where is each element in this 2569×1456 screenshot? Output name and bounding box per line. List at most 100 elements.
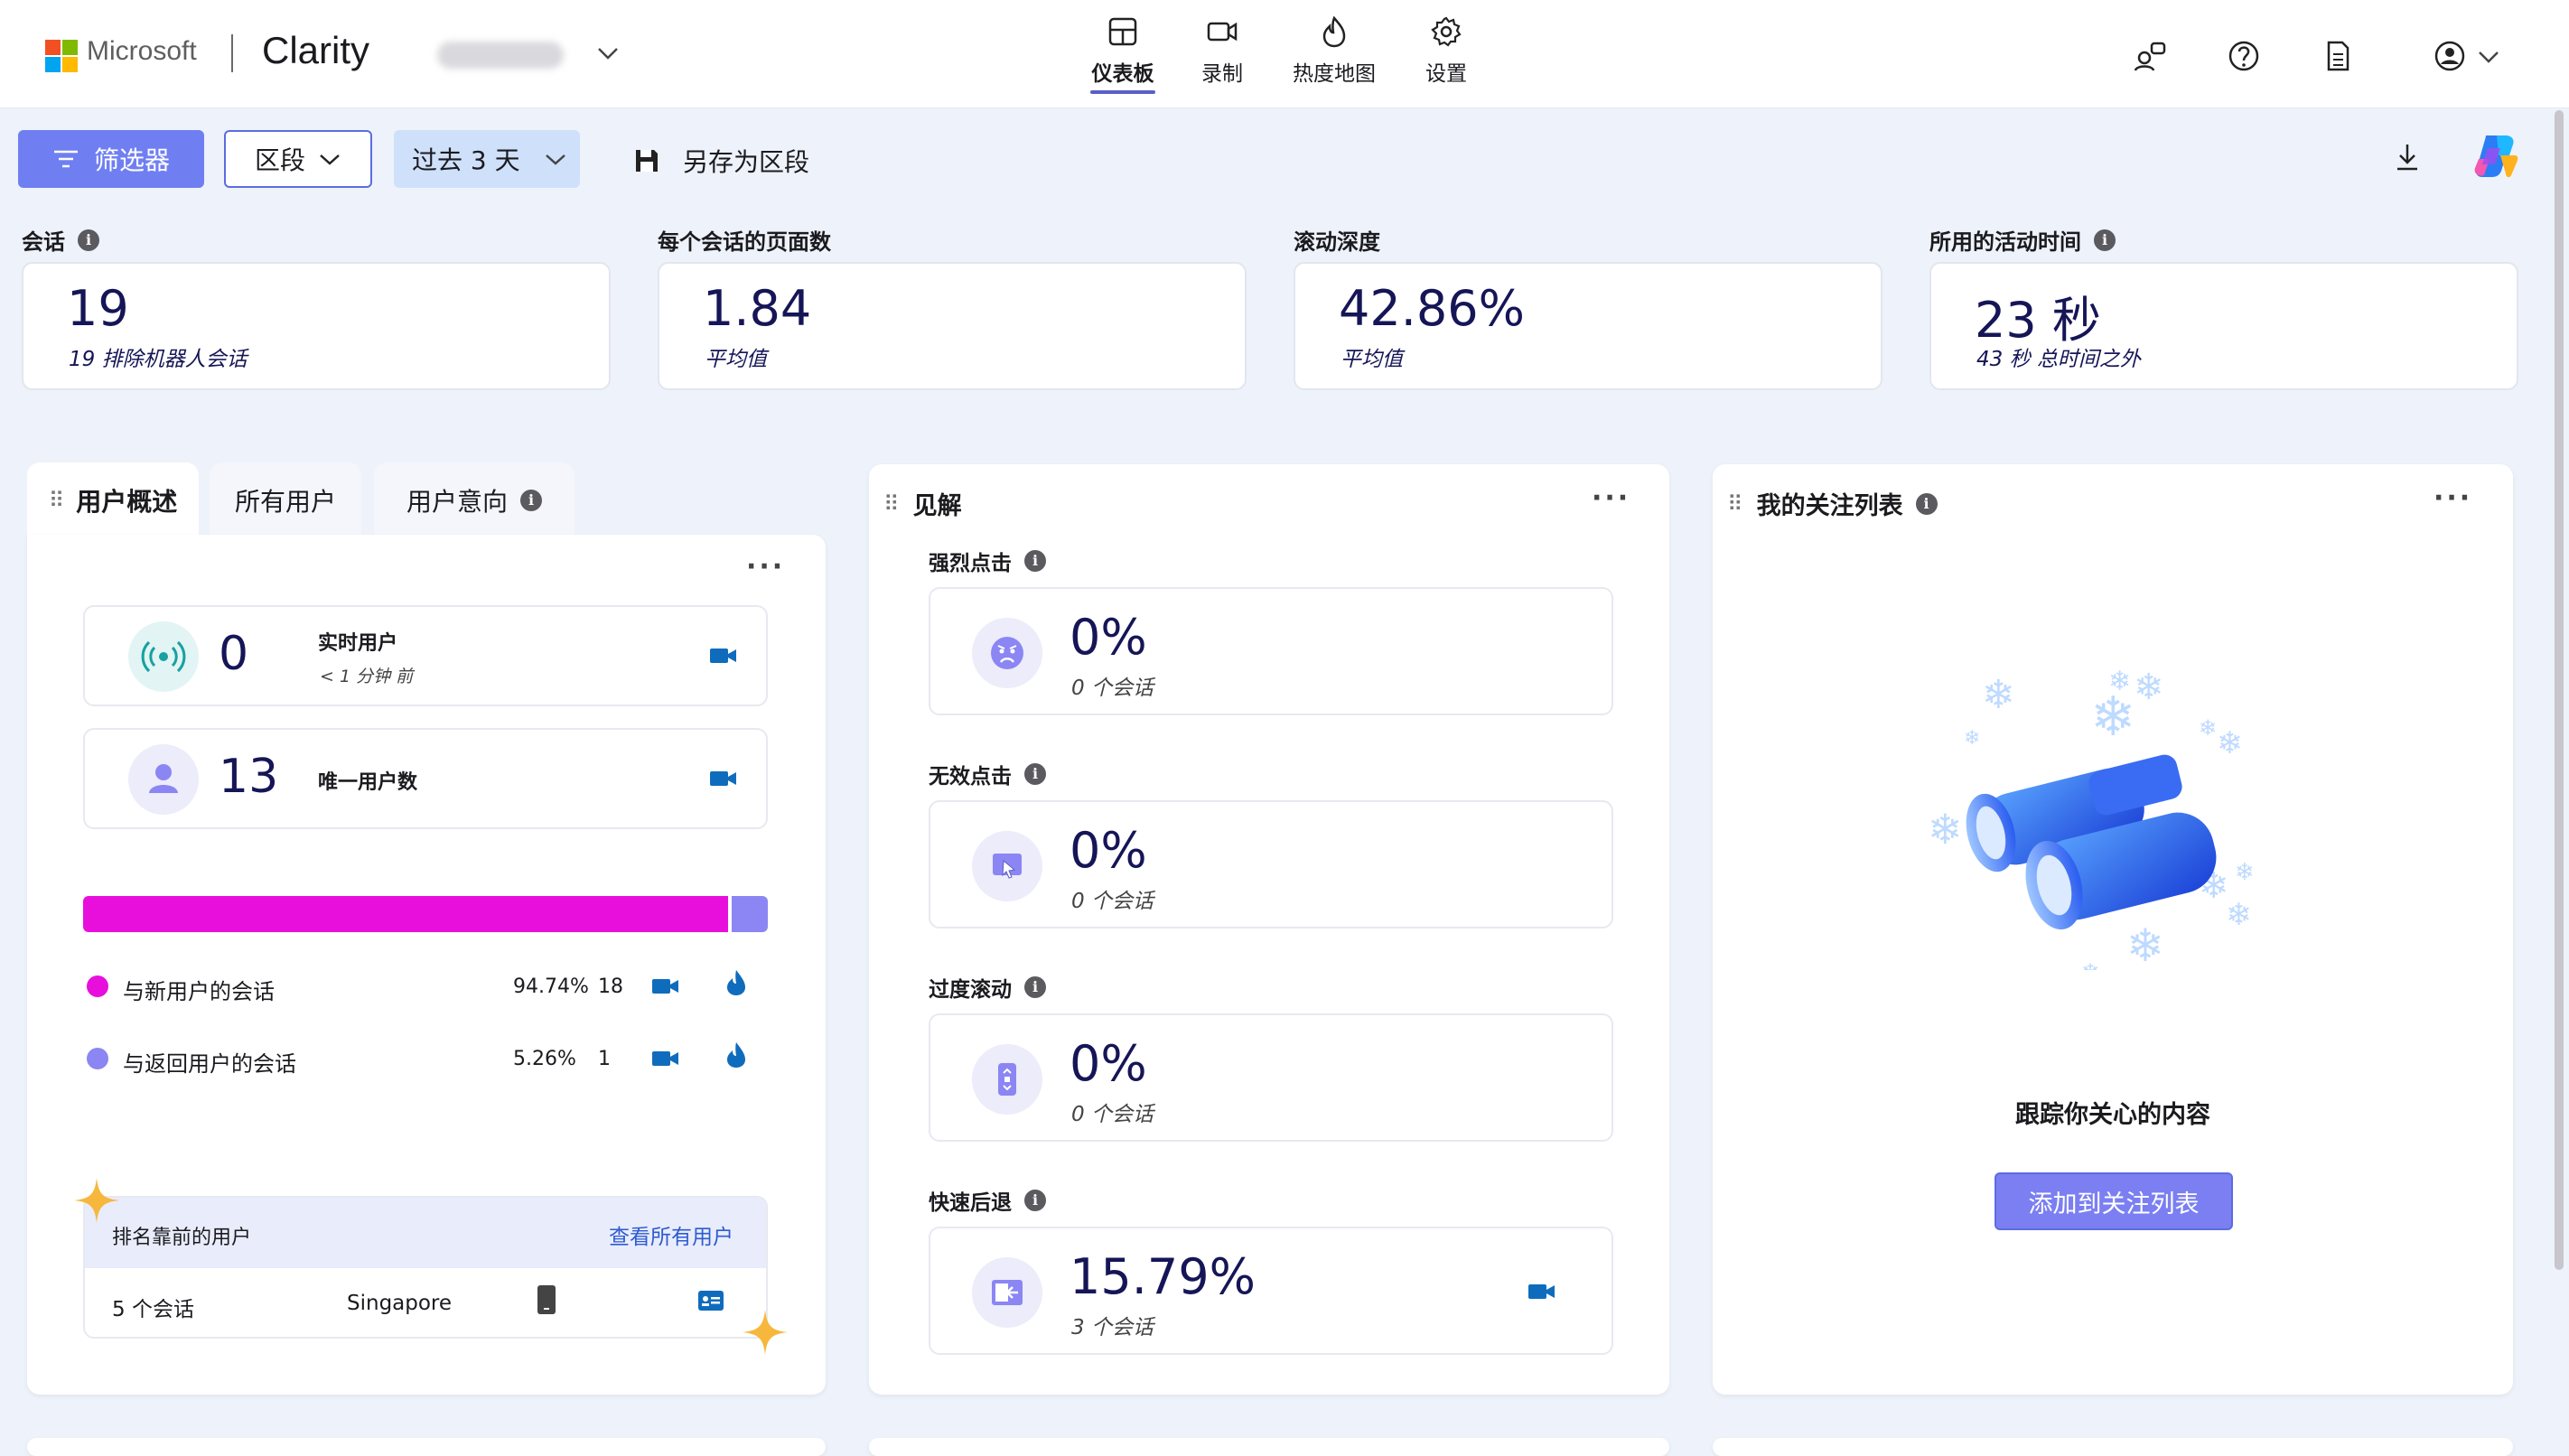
live-users-card[interactable]: 0 实时用户 < 1 分钟 前 — [83, 605, 768, 706]
info-icon[interactable]: i — [78, 229, 99, 251]
svg-text:❄: ❄ — [2108, 666, 2131, 697]
user-profile-card-icon[interactable] — [697, 1290, 724, 1311]
date-range-dropdown[interactable]: 过去 3 天 — [394, 130, 580, 188]
download-icon[interactable] — [2392, 141, 2423, 173]
copilot-icon[interactable] — [2470, 132, 2520, 181]
tab-user-overview[interactable]: ⠿ 用户概述 — [27, 462, 199, 538]
insight-quick-back-title: 快速后退 i — [929, 1185, 1046, 1216]
sparkle-icon — [74, 1178, 119, 1223]
recording-camera-icon[interactable] — [652, 1048, 679, 1069]
insight-value: 0% — [1070, 822, 1147, 879]
filter-button[interactable]: 筛选器 — [18, 130, 204, 188]
recording-camera-icon[interactable] — [710, 768, 737, 789]
page-scrollbar[interactable] — [2555, 110, 2564, 1270]
svg-text:❄: ❄ — [2226, 897, 2252, 933]
svg-text:❄: ❄ — [1964, 727, 1980, 750]
recording-camera-icon[interactable] — [710, 645, 737, 667]
insights-header: ⠿ 见解 — [883, 490, 962, 521]
recording-camera-icon[interactable] — [652, 975, 679, 997]
watchlist-caption: 跟踪你关心的内容 — [2015, 1101, 2210, 1129]
more-options-icon[interactable]: ··· — [2434, 482, 2473, 514]
tab-user-intent[interactable]: 用户意向 i — [374, 462, 575, 538]
info-icon[interactable]: i — [520, 490, 542, 511]
live-users-time: < 1 分钟 前 — [320, 667, 414, 686]
insight-excessive-scroll-card[interactable]: 0% 0 个会话 — [929, 1013, 1613, 1142]
svg-text:❄: ❄ — [2199, 715, 2217, 741]
insight-rage-click-card[interactable]: 0% 0 个会话 — [929, 587, 1613, 715]
chevron-down-icon[interactable] — [2475, 38, 2502, 74]
next-row-card — [27, 1438, 826, 1456]
metric-active-time-card[interactable]: 23 秒 43 秒 总时间之外 — [1929, 262, 2518, 390]
help-icon[interactable] — [2226, 38, 2262, 74]
metric-pages-label: 每个会话的页面数 — [658, 229, 831, 255]
info-icon[interactable]: i — [1915, 492, 1938, 515]
insight-quick-back-card[interactable]: 15.79% 3 个会话 — [929, 1227, 1613, 1355]
scroll-icon — [972, 1044, 1042, 1115]
mobile-device-icon — [537, 1285, 556, 1314]
more-options-icon[interactable]: ··· — [746, 551, 786, 583]
person-icon — [128, 744, 199, 815]
insight-value: 0% — [1070, 609, 1147, 666]
tab-all-users[interactable]: 所有用户 — [210, 462, 361, 538]
metric-sessions-card[interactable]: 19 19 排除机器人会话 — [22, 262, 611, 390]
metric-pages-card[interactable]: 1.84 平均值 — [658, 262, 1247, 390]
legend-returning-label: 与返回用户的会话 — [123, 1051, 296, 1077]
info-icon[interactable]: i — [2094, 229, 2116, 251]
chevron-down-icon[interactable] — [594, 40, 621, 67]
metric-value: 1.84 — [703, 280, 812, 337]
metric-active-time-label: 所用的活动时间 i — [1929, 224, 2116, 256]
save-as-segment-button[interactable]: 另存为区段 — [632, 143, 809, 179]
user-overview-panel: ··· 0 实时用户 < 1 分钟 前 13 唯一用户数 与新用户的会话 94.… — [27, 535, 826, 1395]
nav-recordings[interactable]: 录制 — [1172, 14, 1272, 87]
insight-excessive-scroll-title: 过度滚动 i — [929, 972, 1046, 1003]
returning-users-segment[interactable] — [732, 896, 768, 932]
angry-face-icon — [972, 618, 1042, 688]
insight-dead-click-card[interactable]: 0% 0 个会话 — [929, 800, 1613, 929]
new-users-segment[interactable] — [83, 896, 728, 932]
users-support-icon[interactable] — [2132, 38, 2168, 74]
sparkle-icon — [743, 1310, 788, 1355]
insight-sessions: 3 个会话 — [1071, 1316, 1154, 1339]
metric-scroll-card[interactable]: 42.86% 平均值 — [1294, 262, 1882, 390]
metric-subtext: 平均值 — [1341, 348, 1403, 371]
svg-text:❄: ❄ — [2126, 919, 2164, 970]
svg-text:❄: ❄ — [2090, 686, 2135, 749]
info-icon[interactable]: i — [1024, 976, 1046, 998]
legend-dot-returning — [87, 1048, 108, 1069]
project-selector[interactable] — [437, 42, 564, 69]
info-icon[interactable]: i — [1024, 550, 1046, 572]
drag-handle-icon[interactable]: ⠿ — [883, 490, 901, 517]
top-user-location: Singapore — [347, 1292, 453, 1315]
metric-value: 19 — [67, 280, 129, 337]
flame-icon — [1322, 15, 1346, 48]
recording-camera-icon[interactable] — [1528, 1281, 1555, 1302]
info-icon[interactable]: i — [1024, 1190, 1046, 1211]
active-tab-indicator — [1090, 90, 1155, 94]
unique-users-card[interactable]: 13 唯一用户数 — [83, 728, 768, 829]
legend-returning-count: 1 — [598, 1048, 611, 1070]
metric-value: 42.86% — [1339, 280, 1525, 337]
account-icon[interactable] — [2432, 38, 2468, 74]
chevron-down-icon — [545, 154, 565, 165]
add-to-watchlist-button[interactable]: 添加到关注列表 — [1994, 1172, 2233, 1230]
nav-settings[interactable]: 设置 — [1397, 14, 1496, 87]
svg-text:❄: ❄ — [2235, 859, 2255, 886]
metric-subtext: 平均值 — [705, 348, 767, 371]
more-options-icon[interactable]: ··· — [1592, 482, 1631, 514]
insight-value: 15.79% — [1070, 1248, 1256, 1305]
app-name[interactable]: Clarity — [262, 29, 370, 71]
insight-sessions: 0 个会话 — [1071, 890, 1154, 913]
drag-handle-icon[interactable]: ⠿ — [1727, 490, 1744, 517]
legend-new-count: 18 — [598, 975, 623, 998]
drag-handle-icon[interactable]: ⠿ — [48, 488, 66, 513]
nav-heatmaps[interactable]: 热度地图 — [1284, 14, 1384, 87]
document-icon[interactable] — [2320, 38, 2356, 74]
svg-text:❄: ❄ — [1982, 672, 2015, 718]
nav-dashboard-label: 仪表板 — [1091, 62, 1154, 86]
nav-dashboard[interactable]: 仪表板 — [1073, 14, 1172, 94]
view-all-users-link[interactable]: 查看所有用户 — [609, 1226, 733, 1249]
segment-dropdown[interactable]: 区段 — [224, 130, 372, 188]
info-icon[interactable]: i — [1024, 763, 1046, 785]
heatmap-flame-icon[interactable] — [724, 968, 748, 997]
heatmap-flame-icon[interactable] — [724, 1041, 748, 1069]
